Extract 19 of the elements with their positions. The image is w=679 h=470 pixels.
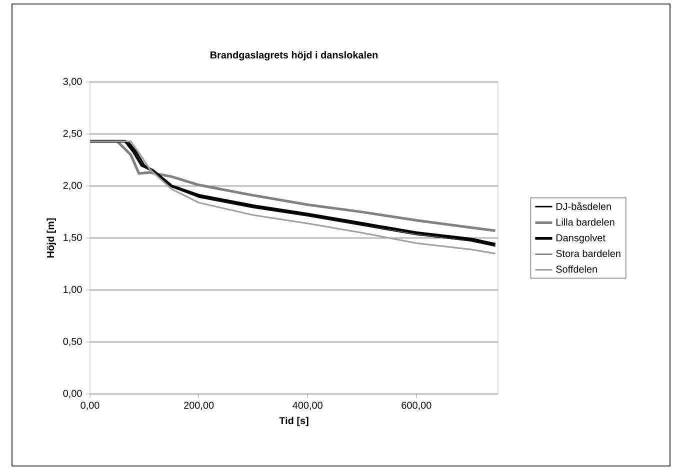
x-tick-label: 200,00 — [184, 402, 214, 410]
y-tick-label: 2,50 — [63, 130, 82, 138]
y-tick-label: 2,00 — [63, 182, 82, 190]
x-axis-title: Tid [s] — [279, 416, 308, 426]
x-tick-label: 400,00 — [292, 402, 322, 410]
y-tick-label: 0,00 — [63, 390, 82, 398]
legend-label: Stora bardelen — [556, 250, 620, 258]
y-axis-title: Höjd [m] — [46, 218, 56, 258]
y-tick-label: 0,50 — [63, 338, 82, 346]
y-tick-label: 1,50 — [64, 234, 82, 242]
x-tick-label: 600,00 — [402, 402, 432, 410]
y-tick-label: 1,00 — [64, 286, 82, 294]
legend-label: Soffdelen — [556, 265, 597, 273]
chart-title: Brandgaslagrets höjd i danslokalen — [210, 51, 378, 60]
legend-label: DJ-båsdelen — [556, 202, 611, 210]
legend-label: Dansgolvet — [556, 234, 606, 244]
legend-label: Lilla bardelen — [556, 218, 614, 226]
x-tick-label: 0,00 — [80, 402, 100, 410]
y-tick-label: 3,00 — [63, 78, 82, 86]
